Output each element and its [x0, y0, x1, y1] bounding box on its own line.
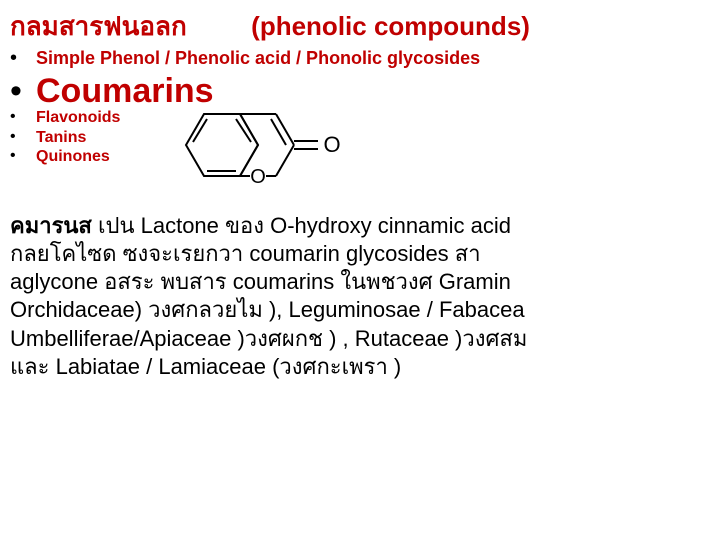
bullet-dot-icon: • — [10, 74, 36, 108]
bullet-dot-icon: • — [10, 147, 36, 165]
bullet-dot-icon: • — [10, 128, 36, 146]
bullet-label: Tanins — [36, 128, 86, 147]
body-line1: เปน Lactone ของ O-hydroxy cinnamic acid — [92, 213, 511, 238]
coumarin-structure-icon: O O — [170, 98, 365, 198]
body-line5: Umbelliferae/Apiaceae )วงศผกช ) , Rutace… — [10, 326, 527, 351]
body-line4: Orchidaceae) วงศกลวยไม ), Leguminosae / … — [10, 297, 525, 322]
bullet-label: Simple Phenol / Phenolic acid / Phonolic… — [36, 47, 480, 70]
bullet-label: Flavonoids — [36, 108, 120, 127]
body-paragraph: คมารนส เปน Lactone ของ O-hydroxy cinnami… — [10, 212, 710, 381]
ring-oxygen-label: O — [250, 166, 266, 188]
carbonyl-oxygen-label: O — [323, 132, 340, 157]
bullet-dot-icon: • — [10, 108, 36, 126]
body-line6: และ Labiatae / Lamiaceae (วงศกะเพรา ) — [10, 354, 401, 379]
body-line3: aglycone อสระ พบสาร coumarins ในพชวงศ Gr… — [10, 269, 511, 294]
bullet-simple-phenol: • Simple Phenol / Phenolic acid / Phonol… — [10, 47, 710, 70]
title-thai: กลมสารฟนอลก — [10, 6, 187, 47]
sublist-block: • Flavonoids • Tanins • Quinones — [10, 108, 710, 166]
title-eng: (phenolic compounds) — [251, 11, 530, 42]
body-line2: กลยโคไซด ซงจะเรยกวา coumarin glycosides … — [10, 241, 481, 266]
bullet-dot-icon: • — [10, 47, 36, 69]
title-row: กลมสารฟนอลก (phenolic compounds) — [10, 6, 710, 47]
body-lead-bold: คมารนส — [10, 213, 92, 238]
bullet-label: Quinones — [36, 147, 110, 166]
